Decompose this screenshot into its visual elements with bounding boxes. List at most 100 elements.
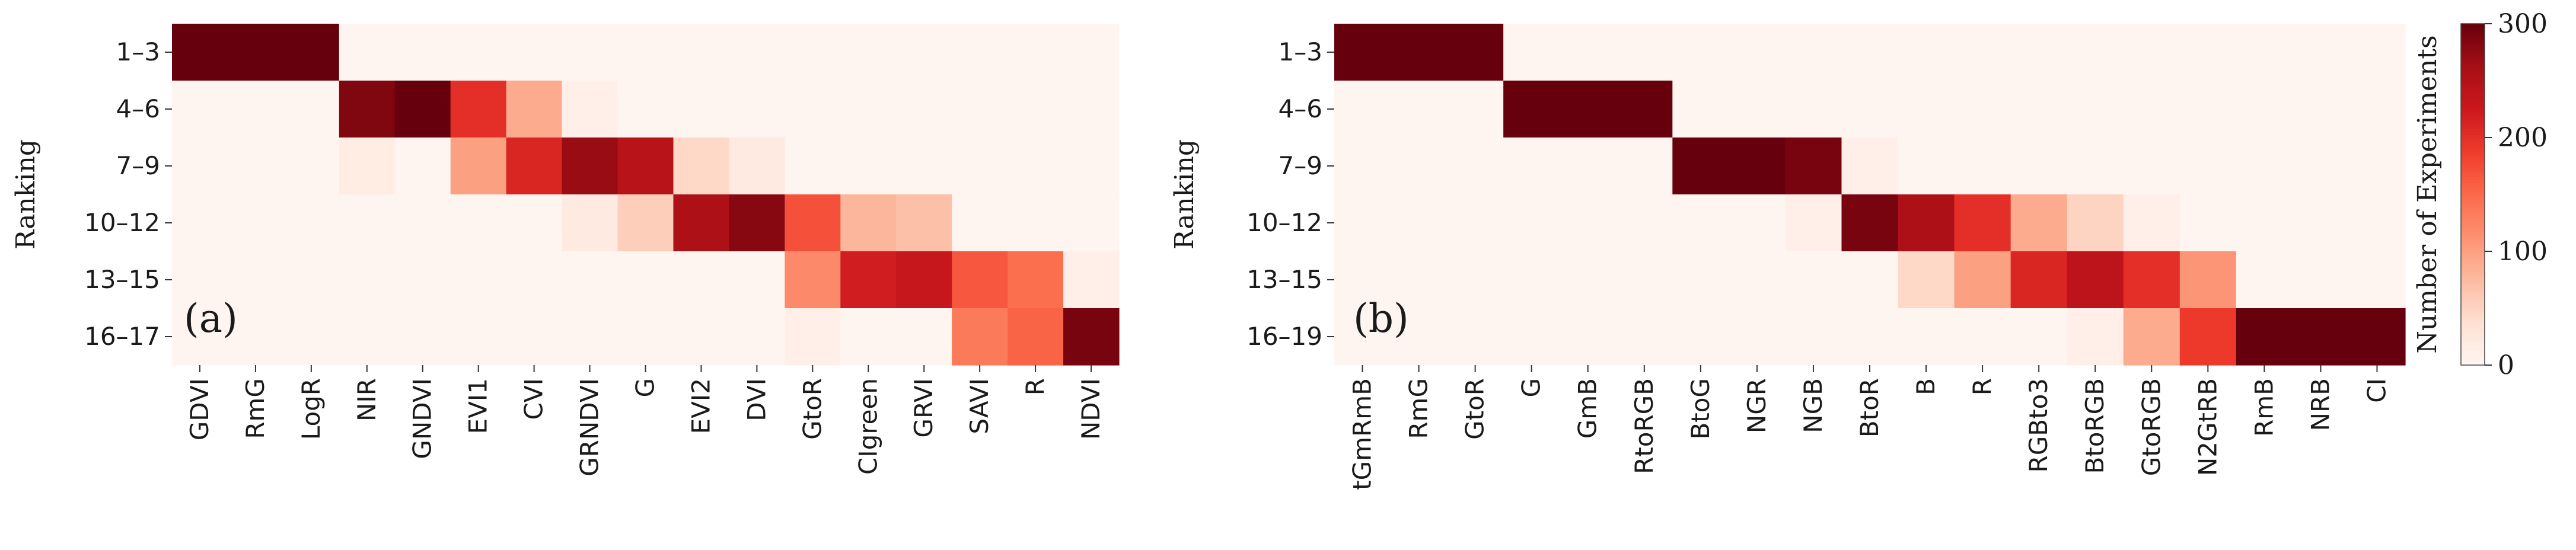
heatmap-cell bbox=[2010, 194, 2068, 252]
heatmap-cell bbox=[1616, 138, 1673, 195]
colorbar-segment bbox=[2461, 237, 2485, 241]
heatmap-cell bbox=[1447, 194, 1504, 252]
heatmap-cell bbox=[896, 194, 952, 252]
colorbar-segment bbox=[2461, 72, 2485, 75]
heatmap-cell bbox=[2010, 251, 2068, 309]
heatmap-cell bbox=[673, 24, 730, 81]
colorbar-segment bbox=[2461, 83, 2485, 87]
heatmap-cell bbox=[394, 138, 451, 195]
x-tick-label: GRNDVI bbox=[575, 378, 604, 477]
heatmap-cell bbox=[450, 81, 507, 138]
x-tick-label: G bbox=[631, 378, 660, 398]
colorbar-segment bbox=[2461, 239, 2485, 244]
heatmap-cell bbox=[1560, 308, 1617, 366]
heatmap-cell bbox=[339, 24, 396, 81]
heatmap-cell bbox=[2348, 194, 2406, 252]
heatmap-cell bbox=[1729, 138, 1786, 195]
colorbar-tick-label: 0 bbox=[2498, 350, 2514, 380]
y-tick-label: 7–9 bbox=[116, 151, 160, 180]
colorbar-segment bbox=[2461, 117, 2485, 121]
colorbar-segment bbox=[2461, 40, 2485, 44]
heatmap-cell bbox=[2179, 308, 2237, 366]
heatmap-cell bbox=[1616, 24, 1673, 81]
colorbar-segment bbox=[2461, 308, 2485, 312]
colorbar-segment bbox=[2461, 92, 2485, 95]
colorbar-segment bbox=[2461, 314, 2485, 317]
x-tick-label: GRVI bbox=[909, 378, 938, 438]
heatmap-cell bbox=[673, 251, 730, 309]
y-tick-label: 1–3 bbox=[1279, 37, 1322, 66]
colorbar-segment bbox=[2461, 339, 2485, 343]
heatmap-cell bbox=[394, 81, 451, 138]
heatmap-cell bbox=[506, 81, 563, 138]
heatmap-cell bbox=[1672, 138, 1729, 195]
colorbar-segment bbox=[2461, 331, 2485, 334]
colorbar-segment bbox=[2461, 220, 2485, 223]
heatmap-cell bbox=[1063, 194, 1120, 252]
heatmap-cell bbox=[506, 24, 563, 81]
colorbar-segment bbox=[2461, 225, 2485, 229]
heatmap-cell bbox=[562, 308, 619, 366]
x-tick-label: tGmRmB bbox=[1348, 378, 1377, 490]
heatmap-cell bbox=[1785, 251, 1842, 309]
heatmap-cell bbox=[1447, 251, 1504, 309]
colorbar-segment bbox=[2461, 149, 2485, 152]
colorbar-segment bbox=[2461, 180, 2485, 184]
colorbar-segment bbox=[2461, 114, 2485, 118]
heatmap-cell bbox=[617, 24, 674, 81]
colorbar-segment bbox=[2461, 191, 2485, 195]
heatmap-cell bbox=[2236, 194, 2293, 252]
heatmap-cell bbox=[1841, 24, 1899, 81]
colorbar-segment bbox=[2461, 168, 2485, 172]
heatmap-cell bbox=[1560, 24, 1617, 81]
colorbar-segment bbox=[2461, 296, 2485, 300]
colorbar-segment bbox=[2461, 277, 2485, 280]
heatmap-cell bbox=[840, 138, 897, 195]
x-tick-label: GtoRGB bbox=[2137, 378, 2166, 476]
heatmap-cell bbox=[339, 251, 396, 309]
colorbar-segment bbox=[2461, 55, 2485, 59]
y-tick-label: 16–17 bbox=[84, 322, 160, 351]
colorbar-segment bbox=[2461, 52, 2485, 56]
colorbar-segment bbox=[2461, 146, 2485, 149]
y-tick-label: 1–3 bbox=[116, 37, 160, 66]
heatmap-cell bbox=[1008, 251, 1064, 309]
x-tick-label: BtoR bbox=[1855, 378, 1884, 437]
heatmap-cell bbox=[506, 308, 563, 366]
colorbar-segment bbox=[2461, 345, 2485, 348]
colorbar-segment bbox=[2461, 123, 2485, 127]
heatmap-cell bbox=[1560, 81, 1617, 138]
heatmap-cell bbox=[1063, 308, 1120, 366]
x-tick-label: RtoRGB bbox=[1630, 378, 1659, 474]
heatmap-cell bbox=[1672, 308, 1729, 366]
colorbar-segment bbox=[2461, 126, 2485, 130]
heatmap-cell bbox=[1672, 251, 1729, 309]
colorbar-segment bbox=[2461, 214, 2485, 218]
heatmap-cell bbox=[1391, 138, 1448, 195]
heatmap-cell bbox=[617, 251, 674, 309]
colorbar-segment bbox=[2461, 280, 2485, 283]
heatmap-cell bbox=[1954, 81, 2011, 138]
colorbar-tick-label: 200 bbox=[2498, 123, 2548, 153]
heatmap-cell bbox=[394, 24, 451, 81]
colorbar-segment bbox=[2461, 26, 2485, 30]
x-tick-label: GtoR bbox=[798, 378, 827, 440]
heatmap-cell bbox=[172, 81, 228, 138]
colorbar-segment bbox=[2461, 63, 2485, 67]
heatmap-cell bbox=[840, 24, 897, 81]
heatmap-cell bbox=[2348, 308, 2406, 366]
heatmap-cell bbox=[2067, 138, 2124, 195]
heatmap-cell bbox=[2236, 251, 2293, 309]
heatmap-cell bbox=[394, 194, 451, 252]
heatmap-cell bbox=[2292, 24, 2349, 81]
heatmap-cell bbox=[562, 138, 619, 195]
colorbar-segment bbox=[2461, 245, 2485, 249]
x-tick-label: GDVI bbox=[185, 378, 214, 440]
heatmap-cell bbox=[172, 308, 228, 366]
heatmap-cell bbox=[283, 138, 340, 195]
colorbar-segment bbox=[2461, 254, 2485, 258]
heatmap-cell bbox=[1672, 24, 1729, 81]
heatmap-cell bbox=[339, 308, 396, 366]
heatmap-cell bbox=[394, 251, 451, 309]
heatmap-cell bbox=[283, 24, 340, 81]
